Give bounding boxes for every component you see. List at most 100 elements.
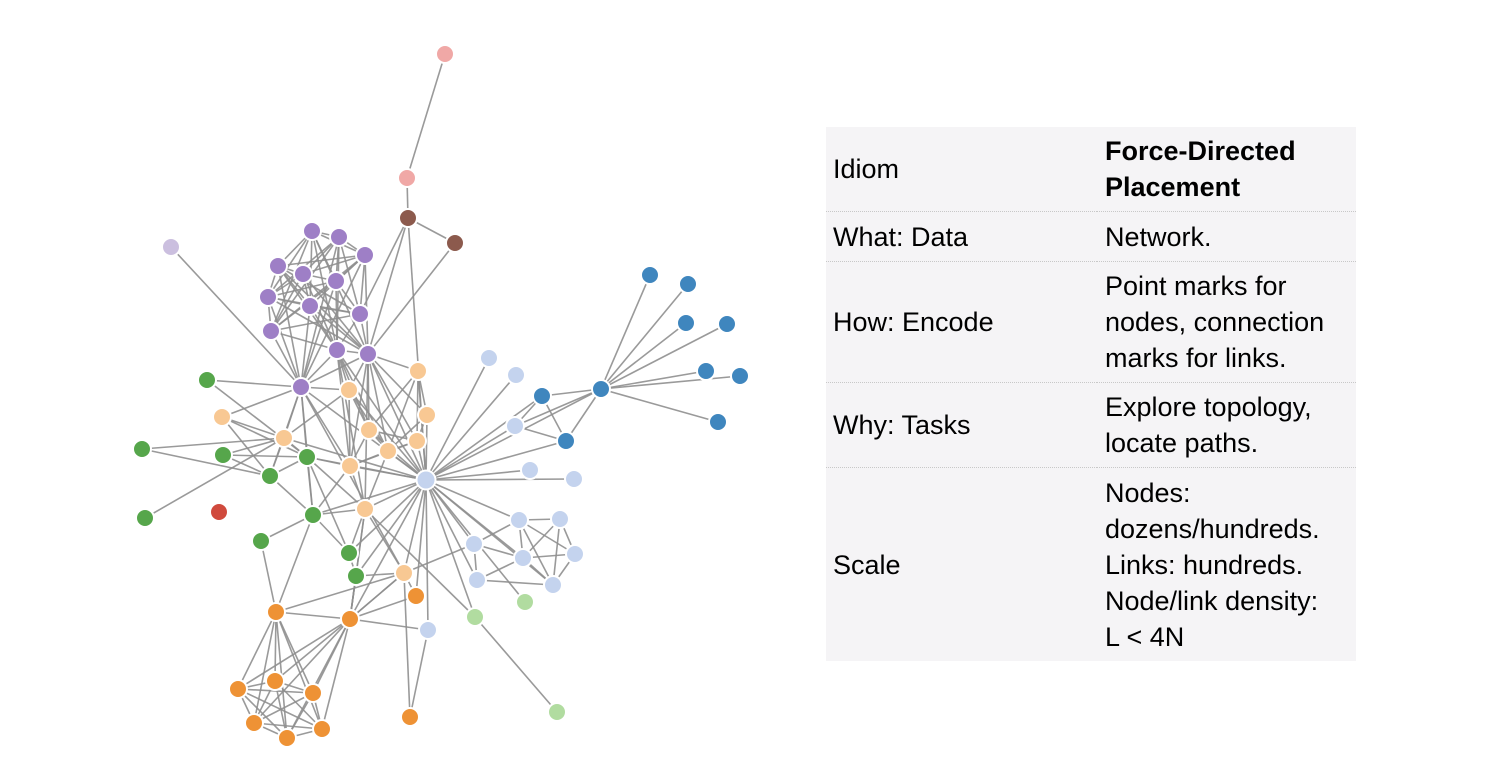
link-c-l1 (425, 357, 490, 481)
link-l11-l12 (476, 579, 554, 586)
link-o1-a11 (275, 572, 405, 613)
link-bl5-l3 (514, 388, 602, 427)
link-bl5-bl10 (600, 388, 719, 423)
row-key-idiom: Idiom (826, 127, 1097, 212)
node-lightblue-l5 (564, 469, 584, 489)
link-u13-a4 (221, 386, 302, 418)
link-o2-o5 (274, 618, 351, 682)
link-u8-u13 (300, 305, 311, 388)
node-lightblue-l11 (467, 570, 487, 590)
link-u8-u12 (309, 305, 369, 355)
node-green-g8 (251, 531, 271, 551)
node-blue-bl7 (730, 366, 750, 386)
node-lightblue-l4 (520, 460, 540, 480)
link-b2-u12 (367, 242, 456, 355)
link-o6-o7 (253, 692, 314, 724)
link-a7-a4 (221, 416, 285, 439)
node-peach-a11 (394, 563, 414, 583)
node-lightblue-c (415, 469, 437, 491)
link-o5-o9 (274, 680, 323, 730)
link-c-g10 (355, 479, 427, 577)
node-purple-u2 (329, 227, 349, 247)
link-u3-u4 (277, 254, 366, 267)
link-c-bl9 (425, 440, 567, 481)
link-c-l4 (425, 469, 531, 481)
link-g2-g5 (141, 448, 271, 477)
link-u6-u13 (300, 280, 337, 388)
node-green-g7 (303, 505, 323, 525)
link-bl5-bl2 (600, 283, 689, 390)
node-purple-u9 (350, 304, 370, 324)
link-u6-u7 (267, 280, 337, 298)
link-a11-l8 (403, 543, 475, 574)
link-c-a11 (403, 479, 427, 574)
node-peach-a3 (417, 405, 437, 425)
link-c-l2 (425, 374, 517, 481)
row-key-why-tasks: Why: Tasks (826, 382, 1097, 468)
link-u4-u13 (277, 265, 302, 388)
link-o2-a11 (349, 572, 405, 620)
link-o1-o4 (237, 611, 277, 690)
link-u12-a8 (367, 353, 389, 452)
node-orange-o3 (406, 586, 426, 606)
link-a1-a6 (416, 370, 419, 442)
link-c-l5 (425, 478, 575, 481)
node-peach-a5 (359, 420, 379, 440)
network-links (141, 53, 741, 739)
link-l13-o10 (409, 629, 429, 718)
link-c-u12 (367, 353, 427, 481)
force-directed-network (132, 44, 750, 748)
node-red-red (209, 502, 229, 522)
link-g3-g4 (222, 454, 308, 458)
link-c-lg1 (425, 479, 476, 618)
link-b1-u9 (359, 217, 409, 315)
node-lightblue-l1 (479, 348, 499, 368)
link-g4-g9 (306, 456, 350, 554)
row-idiom: Idiom Force-Directed Placement (826, 127, 1356, 212)
link-l6-l10 (518, 519, 576, 555)
link-bl5-bl6 (600, 370, 707, 390)
row-key-how-encode: How: Encode (826, 261, 1097, 383)
link-p1-p2 (406, 53, 446, 179)
link-o2-o9 (321, 618, 351, 730)
link-b1-u12 (367, 217, 409, 355)
link-l7-l12 (552, 518, 561, 586)
row-key-scale: Scale (833, 549, 901, 580)
node-orange-o6 (303, 683, 323, 703)
link-c-l6 (425, 479, 520, 521)
link-c-o2 (349, 479, 427, 620)
node-purple-u10 (261, 321, 281, 341)
node-purple-u13 (291, 377, 311, 397)
node-brown-b1 (398, 208, 418, 228)
node-blue-bl5 (591, 379, 611, 399)
node-purple-u4 (268, 256, 288, 276)
link-o1-o9 (275, 611, 323, 730)
link-o4-o6 (237, 688, 314, 694)
link-l6-l12 (518, 519, 554, 586)
link-a4-g4 (221, 416, 308, 458)
node-blue-bl10 (708, 412, 728, 432)
node-purple-u3 (355, 245, 375, 265)
link-c-l11 (425, 479, 478, 581)
row-how-encode: How: Encode Point marks for nodes, conne… (826, 261, 1356, 383)
network-nodes (132, 44, 750, 748)
link-a2-a7 (283, 389, 350, 439)
node-peach-a9 (340, 456, 360, 476)
link-o1-g8 (260, 540, 277, 613)
node-peach-a4 (212, 407, 232, 427)
link-bl5-bl9 (565, 388, 602, 442)
node-lightblue-l2 (506, 365, 526, 385)
link-u2-u9 (338, 236, 361, 315)
node-orange-o4 (228, 679, 248, 699)
node-purple-u8 (300, 296, 320, 316)
node-lightblue-l7 (550, 509, 570, 529)
link-lav-u13 (170, 246, 302, 388)
link-u7-u13 (267, 296, 302, 388)
node-purple-u7 (258, 287, 278, 307)
node-green-g6 (135, 508, 155, 528)
link-u13-g1 (206, 379, 302, 388)
link-a2-a9 (348, 389, 351, 467)
row-what-data: What: Data Network. (826, 211, 1356, 262)
row-value-what-data: Network. (1097, 211, 1356, 262)
link-c-o3 (415, 479, 427, 597)
